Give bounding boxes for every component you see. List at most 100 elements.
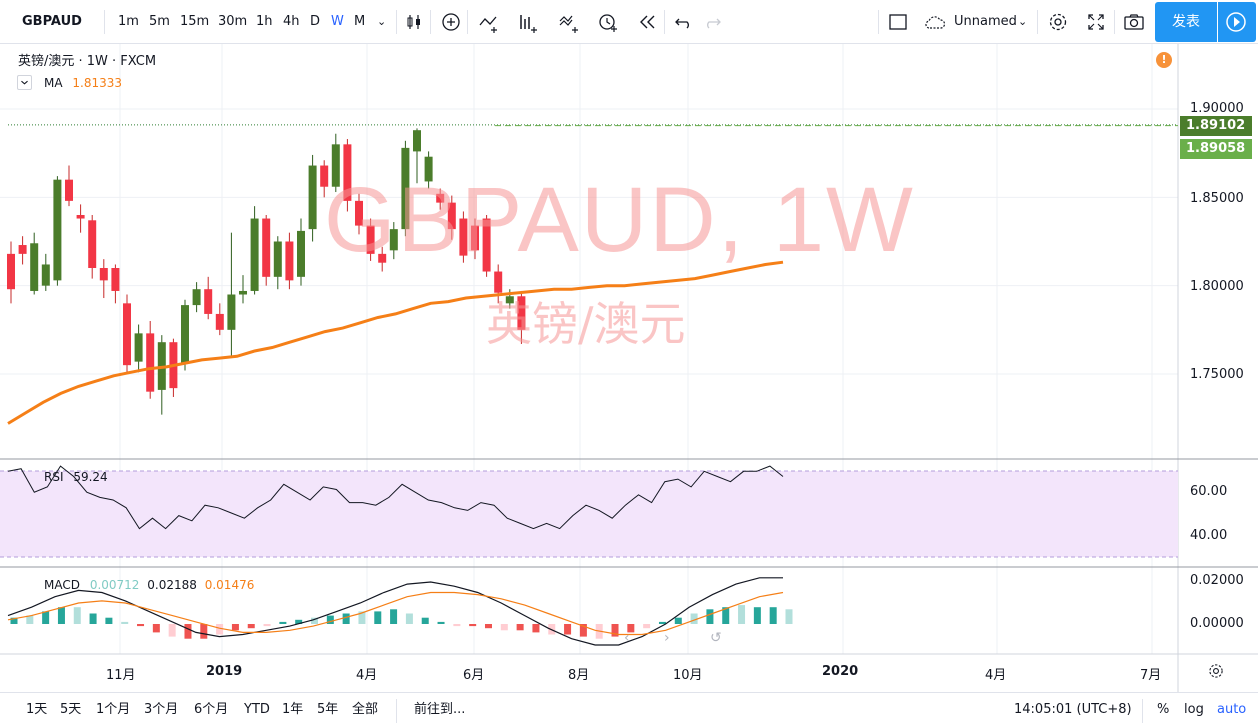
interval-m[interactable]: M: [354, 14, 366, 29]
camera-icon[interactable]: [1123, 11, 1145, 33]
range-5y[interactable]: 5年: [317, 702, 339, 717]
candle-body: [88, 220, 97, 268]
collapse-legend-button[interactable]: [17, 75, 32, 90]
macd-histogram-bar: [73, 607, 81, 624]
macd-histogram-bar: [89, 613, 97, 624]
range-1d[interactable]: 1天: [26, 702, 48, 717]
price-tick: 1.85000: [1190, 191, 1244, 206]
divider: [1114, 10, 1115, 34]
layout-dropdown-icon[interactable]: ⌄: [1018, 15, 1028, 28]
log-toggle[interactable]: log: [1184, 702, 1204, 717]
macd-histogram-bar: [706, 609, 714, 624]
macd-histogram-bar: [516, 624, 524, 631]
macd-histogram-bar: [216, 624, 224, 635]
range-1y[interactable]: 1年: [282, 702, 304, 717]
compare-icon[interactable]: [478, 11, 500, 33]
macd-signal-line: [7, 591, 784, 636]
interval-15m[interactable]: 15m: [180, 14, 210, 29]
publish-button[interactable]: 发表: [1155, 2, 1217, 42]
add-indicator-icon[interactable]: [440, 11, 462, 33]
ma-legend-value: 1.81333: [72, 76, 123, 90]
current-price-label: 1.89102: [1180, 116, 1252, 136]
candle-body: [436, 193, 445, 203]
chart-style-icon[interactable]: [403, 11, 425, 33]
alert-clock-icon[interactable]: [597, 11, 619, 33]
symbol-search[interactable]: GBPAUD: [22, 14, 82, 29]
clock[interactable]: 14:05:01 (UTC+8): [1014, 702, 1132, 717]
macd-histogram-bar: [421, 617, 429, 624]
interval-d[interactable]: D: [310, 14, 321, 29]
range-all[interactable]: 全部: [352, 702, 379, 717]
top-toolbar: GBPAUD 1m 5m 15m 30m 1h 4h D W M ⌄ Un: [0, 0, 1258, 44]
candle-body: [181, 305, 189, 364]
ma-line: [7, 260, 784, 425]
macd-histogram-bar: [311, 617, 319, 624]
candle-body: [494, 271, 503, 293]
macd-histogram-bar: [374, 611, 382, 624]
macd-histogram-bar: [279, 621, 287, 624]
goto-date-button[interactable]: 前往到...: [414, 702, 466, 717]
axis-settings-gear-icon[interactable]: [1207, 662, 1227, 682]
play-button[interactable]: [1218, 2, 1256, 42]
range-1m[interactable]: 1个月: [96, 702, 131, 717]
play-icon: [1226, 12, 1246, 32]
candle-body: [215, 313, 224, 330]
macd-histogram-bar: [121, 621, 129, 624]
indicators-icon[interactable]: [518, 11, 540, 33]
ma-legend: MA 1.81333: [44, 76, 122, 90]
macd-histogram-bar: [105, 617, 113, 624]
divider: [878, 10, 879, 34]
interval-1m[interactable]: 1m: [118, 14, 139, 29]
rsi-legend-value: 59.24: [73, 470, 108, 484]
macd-histogram-bar: [326, 615, 334, 624]
candle-body: [389, 229, 398, 251]
candle-body: [482, 218, 491, 272]
chart-canvas[interactable]: [0, 44, 1258, 692]
candle-body: [471, 225, 479, 251]
interval-30m[interactable]: 30m: [218, 14, 248, 29]
divider: [396, 10, 397, 34]
candle-body: [7, 253, 15, 290]
auto-toggle[interactable]: auto: [1217, 702, 1247, 717]
replay-icon[interactable]: [637, 11, 659, 33]
time-tick: 4月: [985, 668, 1007, 683]
macd-histogram-bar: [231, 624, 239, 631]
interval-dropdown-icon[interactable]: ⌄: [377, 15, 387, 28]
range-5d[interactable]: 5天: [60, 702, 82, 717]
macd-histogram-bar: [564, 624, 572, 635]
alert-badge[interactable]: !: [1156, 52, 1172, 68]
scroll-right-icon[interactable]: ›: [664, 630, 670, 646]
rsi-tick: 60.00: [1190, 484, 1228, 499]
rsi-legend: RSI 59.24: [44, 470, 108, 484]
range-6m[interactable]: 6个月: [194, 702, 229, 717]
interval-w[interactable]: W: [331, 14, 344, 29]
gear-icon[interactable]: [1047, 11, 1069, 33]
range-ytd[interactable]: YTD: [244, 702, 270, 717]
reset-chart-icon[interactable]: ↺: [710, 630, 722, 646]
macd-legend-signal: 0.01476: [204, 578, 255, 592]
price-tick: 1.80000: [1190, 279, 1244, 294]
macd-histogram-bar: [627, 624, 635, 633]
candle-body: [41, 264, 50, 286]
interval-1h[interactable]: 1h: [256, 14, 273, 29]
expand-icon[interactable]: [1085, 11, 1107, 33]
interval-4h[interactable]: 4h: [283, 14, 300, 29]
candle-body: [517, 296, 526, 330]
undo-icon[interactable]: [673, 11, 695, 33]
macd-series: [7, 577, 793, 646]
range-3m[interactable]: 3个月: [144, 702, 179, 717]
templates-icon[interactable]: [558, 11, 580, 33]
macd-histogram-bar: [200, 624, 208, 639]
macd-histogram-bar: [437, 621, 445, 624]
macd-histogram-bar: [674, 617, 682, 624]
macd-histogram-bar: [469, 624, 477, 627]
fullscreen-box-icon[interactable]: [887, 11, 909, 33]
cloud-icon[interactable]: [924, 11, 946, 33]
scroll-left-icon[interactable]: ‹: [624, 630, 630, 646]
redo-icon[interactable]: [701, 11, 723, 33]
macd-histogram-bar: [358, 611, 366, 624]
candle-body: [285, 241, 294, 281]
layout-name[interactable]: Unnamed: [954, 14, 1017, 29]
interval-5m[interactable]: 5m: [149, 14, 170, 29]
percent-toggle[interactable]: %: [1157, 702, 1170, 717]
